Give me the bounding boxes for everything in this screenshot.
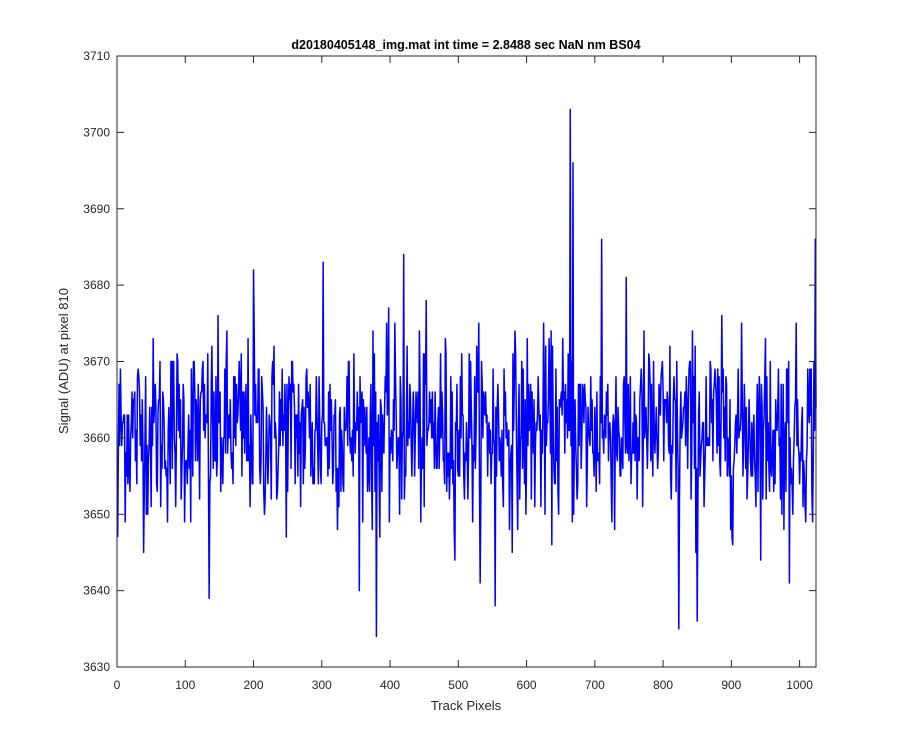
x-tick-label: 500	[448, 678, 468, 692]
x-tick-label: 100	[175, 678, 195, 692]
y-tick-label: 3670	[83, 355, 110, 369]
x-axis-label: Track Pixels	[431, 698, 502, 713]
y-tick-label: 3710	[83, 49, 110, 63]
x-tick-label: 800	[653, 678, 673, 692]
x-tick-label: 1000	[786, 678, 813, 692]
plot-background	[117, 56, 816, 667]
y-axis-label: Signal (ADU) at pixel 810	[56, 288, 71, 434]
x-tick-label: 200	[244, 678, 264, 692]
x-tick-label: 0	[114, 678, 121, 692]
axes-box	[116, 55, 817, 668]
ticks-layer: 0 100 200 300 400 500 600 700 800 900 1000 3630 3640…	[83, 49, 816, 692]
x-tick-label: 600	[517, 678, 537, 692]
y-tick-label: 3660	[83, 431, 110, 445]
x-tick-label: 900	[721, 678, 741, 692]
series-layer	[116, 108, 817, 638]
x-tick-label: 400	[380, 678, 400, 692]
y-tick-label: 3650	[83, 507, 110, 521]
y-tick-label: 3680	[83, 278, 110, 292]
y-tick-label: 3630	[83, 660, 110, 674]
series-line	[116, 108, 817, 638]
x-tick-label: 700	[585, 678, 605, 692]
y-tick-label: 3640	[83, 584, 110, 598]
y-tick-label: 3700	[83, 125, 110, 139]
chart-title: d20180405148_img.mat int time = 2.8488 s…	[291, 38, 640, 52]
y-tick-label: 3690	[83, 202, 110, 216]
x-tick-label: 300	[312, 678, 332, 692]
